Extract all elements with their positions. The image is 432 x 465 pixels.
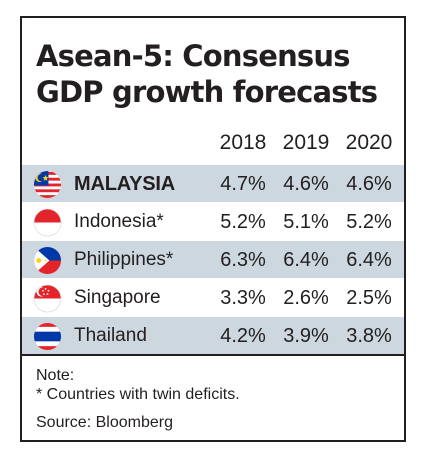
divider (22, 354, 404, 356)
value-2020: 5.2% (346, 211, 392, 233)
column-header-2019: 2019 (282, 131, 330, 154)
note-text: * Countries with twin deficits. (36, 386, 240, 403)
country-name: Philippines* (74, 249, 174, 270)
table-row-malaysia: MALAYSIA 4.7% 4.6% 4.6% (22, 164, 404, 202)
table-row-indonesia: Indonesia* 5.2% 5.1% 5.2% (22, 202, 404, 240)
footnote: Note: * Countries with twin deficits. (36, 366, 240, 404)
value-2019: 2.6% (283, 287, 329, 309)
title-line-2: GDP growth forecasts (36, 75, 378, 109)
value-2019: 5.1% (283, 211, 329, 233)
value-2018: 4.2% (220, 325, 266, 347)
column-header-2020: 2020 (345, 131, 393, 154)
value-2020: 4.6% (346, 173, 392, 195)
country-name: Indonesia* (74, 211, 164, 232)
country-name: Thailand (74, 325, 147, 346)
forecast-table: MALAYSIA 4.7% 4.6% 4.6% Indonesia* 5.2% … (22, 164, 404, 354)
thailand-flag-icon (33, 322, 62, 351)
value-2018: 4.7% (220, 173, 266, 195)
value-2018: 6.3% (220, 249, 266, 271)
country-name: Singapore (74, 287, 161, 308)
value-2018: 3.3% (220, 287, 266, 309)
column-header-2018: 2018 (219, 131, 267, 154)
value-2019: 3.9% (283, 325, 329, 347)
value-2020: 6.4% (346, 249, 392, 271)
indonesia-flag-icon (33, 208, 62, 237)
title-line-1: Asean-5: Consensus (36, 39, 351, 73)
table-row-thailand: Thailand 4.2% 3.9% 3.8% (22, 316, 404, 354)
value-2020: 3.8% (346, 325, 392, 347)
source-line: Source: Bloomberg (36, 414, 173, 431)
page-title: Asean-5: Consensus GDP growth forecasts (36, 38, 378, 110)
forecast-card: Asean-5: Consensus GDP growth forecasts … (20, 16, 406, 442)
value-2019: 4.6% (283, 173, 329, 195)
singapore-flag-icon (33, 284, 62, 313)
table-row-singapore: Singapore 3.3% 2.6% 2.5% (22, 278, 404, 316)
value-2018: 5.2% (220, 211, 266, 233)
value-2019: 6.4% (283, 249, 329, 271)
country-name: MALAYSIA (74, 173, 176, 195)
malaysia-flag-icon (33, 170, 62, 199)
value-2020: 2.5% (346, 287, 392, 309)
philippines-flag-icon (33, 246, 62, 275)
note-heading: Note: (36, 367, 75, 384)
table-row-philippines: Philippines* 6.3% 6.4% 6.4% (22, 240, 404, 278)
